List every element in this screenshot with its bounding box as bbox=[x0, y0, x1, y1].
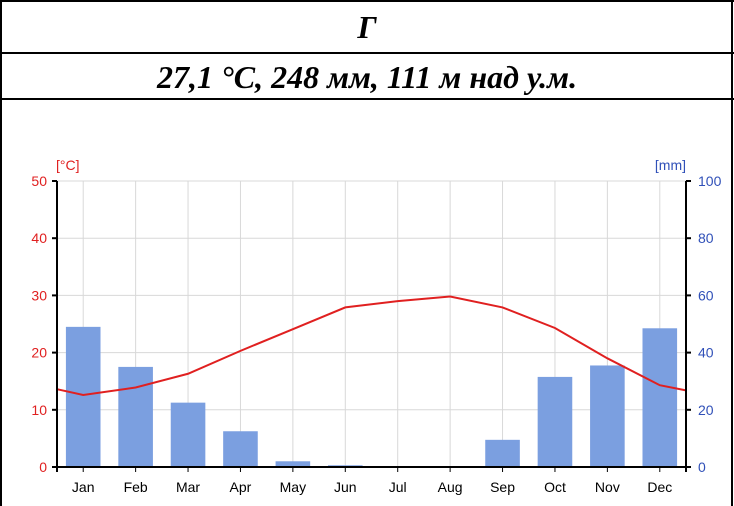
month-label: Apr bbox=[230, 479, 252, 495]
right-tick-label: 60 bbox=[698, 287, 714, 303]
precip-bar bbox=[642, 328, 678, 467]
left-tick-label: 40 bbox=[31, 230, 47, 246]
month-label: Jun bbox=[334, 479, 357, 495]
right-axis-label: [mm] bbox=[655, 157, 686, 173]
precip-bar bbox=[170, 402, 206, 467]
precip-bar bbox=[118, 366, 153, 467]
page-title: Г bbox=[0, 0, 734, 52]
month-label: Mar bbox=[176, 479, 200, 495]
precip-bar bbox=[65, 326, 101, 467]
precip-bar bbox=[537, 376, 573, 467]
precipitation-bars bbox=[65, 326, 678, 467]
climate-summary: 27,1 °C, 248 мм, 111 м над у.м. bbox=[0, 52, 734, 100]
left-tick-label: 0 bbox=[39, 459, 47, 475]
precip-bar bbox=[275, 461, 311, 467]
month-label: Sep bbox=[490, 479, 515, 495]
temperature-line bbox=[56, 295, 687, 396]
month-label: Dec bbox=[647, 479, 672, 495]
month-label: Oct bbox=[544, 479, 566, 495]
right-tick-label: 40 bbox=[698, 345, 714, 361]
temperature-series bbox=[56, 295, 687, 396]
grid-lines bbox=[57, 180, 686, 467]
axes: 0 10 20 30 40 50 0 20 40 60 80 100 Jan Feb Mar Apr May Ju… bbox=[31, 173, 721, 495]
month-label: May bbox=[280, 479, 306, 495]
month-label: Feb bbox=[124, 479, 148, 495]
month-label: Jan bbox=[72, 479, 95, 495]
precip-bar bbox=[223, 431, 258, 467]
left-tick-label: 20 bbox=[31, 345, 47, 361]
precip-bar bbox=[485, 439, 520, 467]
left-axis-label: [°C] bbox=[56, 157, 80, 173]
month-label: Aug bbox=[438, 479, 463, 495]
left-tick-label: 30 bbox=[31, 287, 47, 303]
right-tick-label: 20 bbox=[698, 402, 714, 418]
precip-bar bbox=[590, 365, 625, 467]
left-tick-label: 10 bbox=[31, 402, 47, 418]
right-tick-label: 100 bbox=[698, 173, 722, 189]
month-label: Nov bbox=[595, 479, 620, 495]
left-tick-label: 50 bbox=[31, 173, 47, 189]
right-tick-label: 80 bbox=[698, 230, 714, 246]
month-label: Jul bbox=[389, 479, 407, 495]
right-tick-label: 0 bbox=[698, 459, 706, 475]
